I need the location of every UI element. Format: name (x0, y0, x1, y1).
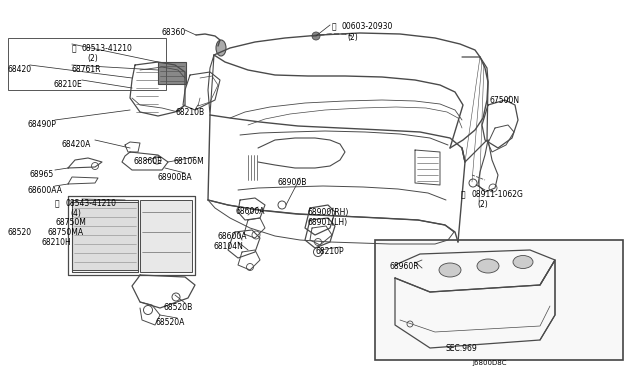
Text: 68600A: 68600A (218, 232, 248, 241)
Bar (375, 240, 623, 360)
Text: 68860E: 68860E (134, 157, 163, 166)
Text: (4): (4) (70, 209, 81, 218)
Text: 68360: 68360 (162, 28, 186, 37)
Text: 68210P: 68210P (316, 247, 344, 256)
Text: 08911-1062G: 08911-1062G (471, 190, 523, 199)
Text: (2): (2) (87, 54, 98, 63)
Text: 68600AA: 68600AA (27, 186, 62, 195)
Text: 68520B: 68520B (163, 303, 192, 312)
Text: 68420: 68420 (8, 65, 32, 74)
Text: 68490P: 68490P (27, 120, 56, 129)
Text: 68520A: 68520A (155, 318, 184, 327)
Text: Ⓡ: Ⓡ (332, 22, 337, 31)
Text: (2): (2) (477, 200, 488, 209)
Text: Ⓢ: Ⓢ (55, 199, 60, 208)
Bar (8, 38, 166, 90)
Text: 68210E: 68210E (54, 80, 83, 89)
Text: 68901(LH): 68901(LH) (308, 218, 348, 227)
Text: 68960R: 68960R (390, 262, 420, 271)
Text: 68210H: 68210H (42, 238, 72, 247)
Text: 68210B: 68210B (175, 108, 204, 117)
Text: 68750MA: 68750MA (48, 228, 84, 237)
Ellipse shape (216, 40, 226, 56)
Text: 68761R: 68761R (72, 65, 102, 74)
Text: Ⓢ: Ⓢ (72, 44, 77, 53)
Text: 00603-20930: 00603-20930 (342, 22, 394, 31)
Text: 67500N: 67500N (489, 96, 519, 105)
Text: 68900BA: 68900BA (157, 173, 191, 182)
Text: 68900(RH): 68900(RH) (308, 208, 349, 217)
Text: J6800D8C: J6800D8C (472, 360, 506, 366)
Text: 68750M: 68750M (55, 218, 86, 227)
Text: SEC.969: SEC.969 (446, 344, 477, 353)
Ellipse shape (513, 256, 533, 269)
Text: 68965: 68965 (30, 170, 54, 179)
Text: 68420A: 68420A (62, 140, 92, 149)
Text: 08543-41210: 08543-41210 (65, 199, 116, 208)
Text: 68900B: 68900B (278, 178, 307, 187)
Circle shape (312, 32, 320, 40)
Text: Ⓝ: Ⓝ (461, 190, 466, 199)
Text: 68104N: 68104N (214, 242, 244, 251)
Ellipse shape (439, 263, 461, 277)
Text: (2): (2) (347, 33, 358, 42)
Text: 68520: 68520 (8, 228, 32, 237)
Bar (72, 202, 138, 270)
Ellipse shape (477, 259, 499, 273)
Bar (158, 62, 186, 84)
Text: 68600A: 68600A (236, 207, 266, 216)
Text: 08513-41210: 08513-41210 (82, 44, 133, 53)
Text: 68106M: 68106M (174, 157, 205, 166)
Bar (140, 200, 192, 272)
